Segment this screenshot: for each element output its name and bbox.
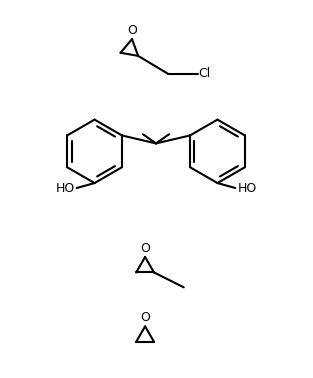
Text: Cl: Cl	[198, 67, 211, 80]
Text: O: O	[127, 24, 137, 37]
Text: HO: HO	[237, 181, 257, 195]
Text: O: O	[140, 311, 150, 324]
Text: O: O	[140, 242, 150, 255]
Text: HO: HO	[55, 181, 75, 195]
